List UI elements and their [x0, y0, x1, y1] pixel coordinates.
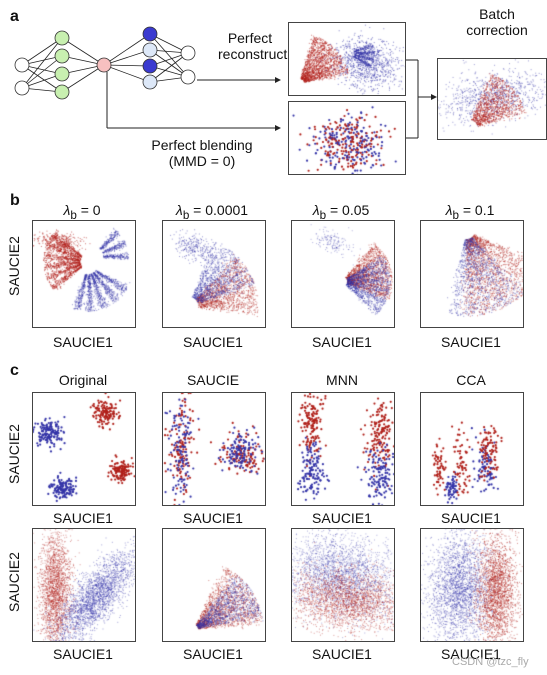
panel-b-plot-4	[420, 220, 524, 328]
panel-c-bottom-plot-1	[32, 528, 136, 642]
panel-c-title-2: SAUCIE	[186, 372, 240, 388]
panel-b-plot-2	[162, 220, 266, 328]
panel-c-title-4: CCA	[456, 372, 486, 388]
network-node	[14, 57, 30, 73]
blending-scatter	[288, 101, 406, 175]
panel-b-title-3: λb = 0.05	[312, 202, 370, 222]
panel-c-bottom-plot-3	[291, 528, 395, 642]
panel-b-plot-3	[291, 220, 395, 328]
network-node	[180, 69, 196, 85]
network-node	[142, 26, 158, 42]
panel-c-top-xlabel-4: SAUCIE1	[441, 510, 501, 526]
panel-b-title-4: λb = 0.1	[445, 202, 495, 222]
panel-b-title-1: λb = 0	[63, 202, 101, 222]
panel-b-xlabel-2: SAUCIE1	[183, 334, 243, 350]
network-node	[142, 74, 158, 90]
panel-c-bottom-xlabel-2: SAUCIE1	[183, 646, 243, 662]
network-node	[54, 48, 70, 64]
panel-b-ylabel: SAUCIE2	[6, 236, 22, 296]
reconstruction-scatter	[288, 22, 406, 96]
panel-c-top-xlabel-3: SAUCIE1	[312, 510, 372, 526]
batch-correction-scatter	[437, 58, 547, 140]
panel-c-bottom-plot-4	[420, 528, 524, 642]
panel-c-top-plot-2	[162, 392, 266, 506]
network-node	[54, 84, 70, 100]
perfect-reconstruction-label: Perfect reconstruction	[218, 30, 306, 62]
panel-c-bottom-plot-2	[162, 528, 266, 642]
panel-a-letter: a	[10, 8, 19, 25]
panel-c-title-1: Original	[58, 372, 108, 388]
panel-b-letter: b	[10, 192, 20, 209]
panel-c-bottom-ylabel: SAUCIE2	[6, 552, 22, 612]
connector-lines	[106, 59, 437, 139]
panel-c-bottom-xlabel-1: SAUCIE1	[53, 646, 113, 662]
network-node	[54, 66, 70, 82]
batch-correction-label: Batch correction	[466, 6, 528, 38]
network-node	[54, 30, 70, 46]
panel-b-xlabel-4: SAUCIE1	[441, 334, 501, 350]
panel-c-top-plot-1	[32, 392, 136, 506]
panel-c-bottom-xlabel-4: SAUCIE1	[441, 646, 501, 662]
panel-c-letter: c	[10, 362, 19, 379]
panel-b-title-2: λb = 0.0001	[175, 202, 249, 222]
network-node	[142, 58, 158, 74]
panel-b-xlabel-1: SAUCIE1	[53, 334, 113, 350]
autoencoder-diagram	[14, 26, 281, 100]
network-node	[96, 57, 112, 73]
perfect-blending-label: Perfect blending (MMD = 0)	[151, 137, 253, 169]
watermark: CSDN @tzc_fly	[452, 656, 529, 668]
panel-c-top-xlabel-2: SAUCIE1	[183, 510, 243, 526]
network-node	[180, 45, 196, 61]
panel-c-top-plot-3	[291, 392, 395, 506]
panel-c-top-plot-4	[420, 392, 524, 506]
panel-b-xlabel-3: SAUCIE1	[312, 334, 372, 350]
panel-c-top-xlabel-1: SAUCIE1	[53, 510, 113, 526]
panel-c-top-ylabel: SAUCIE2	[6, 424, 22, 484]
panel-b-plot-1	[32, 220, 136, 328]
panel-c-bottom-xlabel-3: SAUCIE1	[312, 646, 372, 662]
network-node	[142, 42, 158, 58]
panel-c-title-3: MNN	[326, 372, 358, 388]
network-node	[14, 80, 30, 96]
